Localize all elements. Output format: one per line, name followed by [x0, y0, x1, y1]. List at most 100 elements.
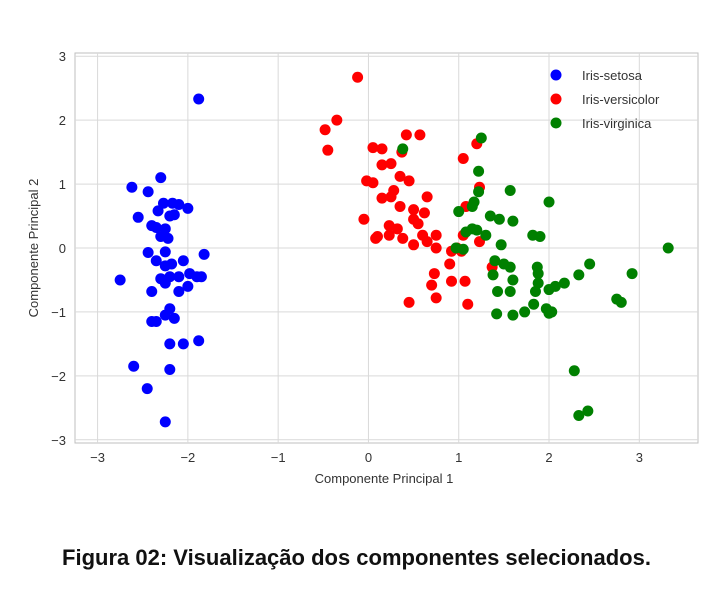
point-iris-setosa [150, 255, 162, 267]
point-iris-virginica [573, 269, 585, 281]
point-iris-versicolor [428, 268, 440, 280]
point-iris-setosa [150, 222, 162, 234]
legend-marker-iris-setosa [550, 69, 562, 81]
figure-caption: Figura 02: Visualização dos componentes … [62, 545, 651, 570]
point-iris-virginica [473, 186, 485, 198]
point-iris-versicolor [367, 177, 379, 189]
point-iris-versicolor [421, 236, 433, 248]
x-tick-label: −3 [90, 450, 105, 465]
point-iris-setosa [159, 260, 171, 272]
point-iris-virginica [662, 242, 674, 254]
point-iris-virginica [473, 165, 485, 177]
point-iris-virginica [504, 261, 516, 273]
point-iris-versicolor [457, 152, 469, 164]
point-iris-virginica [489, 255, 501, 267]
y-tick-label: 3 [59, 49, 66, 64]
legend-marker-iris-virginica [550, 117, 562, 129]
point-iris-versicolor [403, 296, 415, 308]
point-iris-setosa [128, 360, 140, 372]
point-iris-virginica [543, 284, 555, 296]
point-iris-versicolor [426, 279, 438, 291]
y-tick-label: 2 [59, 113, 66, 128]
point-iris-setosa [159, 309, 171, 321]
legend: Iris-setosa Iris-versicolor Iris-virginica [550, 68, 660, 131]
point-iris-setosa [173, 199, 185, 211]
point-iris-virginica [480, 229, 492, 241]
point-iris-versicolor [385, 158, 397, 170]
point-iris-setosa [177, 338, 189, 350]
x-tick-label: 2 [545, 450, 552, 465]
tick-labels: −3 −2 −1 0 1 2 3 −3 −2 −1 0 1 2 3 [51, 49, 643, 465]
point-iris-setosa [114, 274, 126, 286]
point-iris-versicolor [385, 191, 397, 203]
point-iris-virginica [532, 277, 544, 289]
y-tick-label: −2 [51, 369, 66, 384]
point-iris-virginica [519, 306, 531, 318]
point-iris-virginica [397, 143, 409, 155]
point-iris-virginica [543, 307, 555, 319]
point-iris-versicolor [331, 114, 343, 126]
point-iris-versicolor [408, 239, 420, 251]
x-tick-label: 3 [636, 450, 643, 465]
point-iris-versicolor [397, 232, 409, 244]
point-iris-versicolor [430, 292, 442, 304]
point-iris-setosa [159, 246, 171, 258]
point-iris-versicolor [412, 218, 424, 230]
point-iris-versicolor [319, 124, 331, 136]
point-iris-setosa [182, 202, 194, 214]
point-iris-virginica [453, 206, 465, 218]
x-tick-label: 0 [365, 450, 372, 465]
point-iris-setosa [157, 197, 169, 209]
point-iris-versicolor [358, 213, 370, 225]
point-iris-versicolor [400, 129, 412, 141]
point-iris-setosa [150, 316, 162, 328]
point-iris-setosa [182, 280, 194, 292]
y-axis-label: Componente Principal 2 [26, 179, 41, 318]
point-iris-setosa [152, 205, 164, 217]
point-iris-virginica [626, 268, 638, 280]
point-iris-versicolor [403, 175, 415, 187]
legend-label-iris-virginica: Iris-virginica [582, 116, 652, 131]
scatter-chart: −3 −2 −1 0 1 2 3 −3 −2 −1 0 1 2 3 Componente Principa… [26, 49, 699, 486]
point-iris-virginica [573, 410, 585, 422]
point-iris-virginica [487, 269, 499, 281]
x-tick-label: −2 [180, 450, 195, 465]
legend-label-iris-versicolor: Iris-versicolor [582, 92, 660, 107]
point-iris-setosa [193, 335, 205, 347]
y-tick-label: 0 [59, 241, 66, 256]
point-iris-setosa [164, 338, 176, 350]
point-iris-virginica [534, 230, 546, 242]
point-iris-versicolor [394, 170, 406, 182]
point-iris-virginica [457, 243, 469, 255]
point-iris-versicolor [421, 191, 433, 203]
point-iris-versicolor [383, 229, 395, 241]
point-iris-setosa [168, 209, 180, 221]
point-iris-virginica [532, 268, 544, 280]
point-iris-setosa [146, 285, 158, 297]
point-iris-setosa [159, 416, 171, 428]
point-iris-setosa [132, 211, 144, 223]
legend-marker-iris-versicolor [550, 93, 562, 105]
point-iris-setosa [162, 232, 174, 244]
point-iris-versicolor [394, 200, 406, 212]
point-iris-versicolor [367, 142, 379, 154]
y-tick-label: 1 [59, 177, 66, 192]
legend-label-iris-setosa: Iris-setosa [582, 68, 643, 83]
point-iris-versicolor [418, 207, 430, 219]
point-iris-setosa [126, 181, 138, 193]
point-iris-setosa [159, 277, 171, 289]
x-tick-label: 1 [455, 450, 462, 465]
point-iris-versicolor [391, 223, 403, 235]
point-iris-virginica [466, 200, 478, 212]
point-iris-versicolor [322, 144, 334, 156]
point-iris-versicolor [430, 229, 442, 241]
point-iris-versicolor [462, 298, 474, 310]
point-iris-versicolor [459, 275, 471, 287]
x-tick-label: −1 [271, 450, 286, 465]
point-iris-versicolor [446, 275, 458, 287]
point-iris-versicolor [430, 242, 442, 254]
point-iris-versicolor [352, 71, 364, 83]
point-iris-virginica [475, 132, 487, 144]
point-iris-virginica [582, 405, 594, 417]
point-iris-virginica [529, 285, 541, 297]
